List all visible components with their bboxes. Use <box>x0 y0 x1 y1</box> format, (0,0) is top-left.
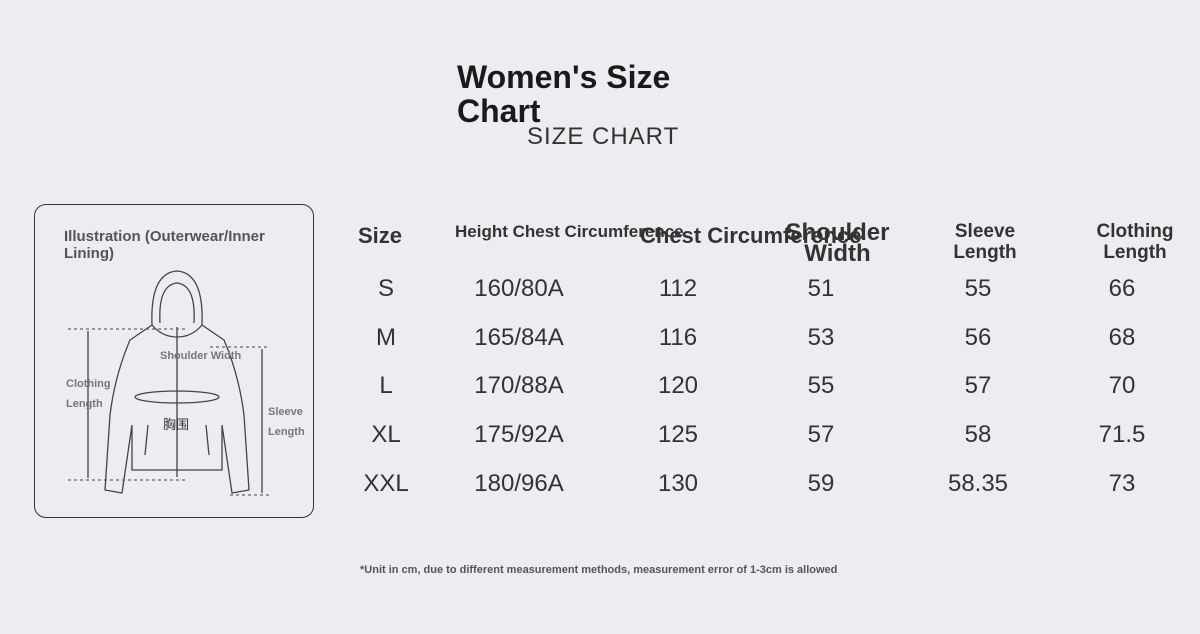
title: Women's Size Chart <box>457 59 671 129</box>
column-header: Height Chest Circumference <box>455 222 684 241</box>
table-cell: 125 <box>657 421 699 448</box>
table-cell: L <box>379 372 393 399</box>
table-cell: 55 <box>964 275 992 302</box>
table-cell: 57 <box>964 372 992 399</box>
table-cell: 51 <box>807 275 835 302</box>
table-cell: 66 <box>1108 275 1136 302</box>
table-cell: 73 <box>1108 470 1136 497</box>
table-cell: 53 <box>807 324 835 351</box>
table-cell: M <box>376 324 396 351</box>
chest-label: 胸围 <box>163 417 190 432</box>
table-cell: 175/92A <box>474 421 564 448</box>
illustration-box <box>34 204 314 518</box>
column-header: Shoulder Width <box>785 219 890 267</box>
table-cell: XL <box>371 421 401 448</box>
table-cell: 180/96A <box>474 470 564 497</box>
table-cell: 116 <box>658 324 698 351</box>
table-cell: 165/84A <box>474 324 564 351</box>
table-cell: 58 <box>964 421 992 448</box>
sleeve-label: Sleeve Length <box>268 406 305 438</box>
table-cell: 57 <box>807 421 835 448</box>
table-cell: S <box>377 275 394 302</box>
table-cell: 59 <box>807 470 835 497</box>
table-cell: 71.5 <box>1098 421 1146 448</box>
subtitle: SIZE CHART <box>527 123 680 150</box>
table-cell: 130 <box>657 470 699 497</box>
table-cell: 55 <box>807 372 835 399</box>
table-cell: 58.35 <box>947 470 1009 497</box>
table-cell: 68 <box>1108 324 1136 351</box>
table-cell: 170/88A <box>474 372 564 399</box>
length-label: Clothing Length <box>66 378 111 410</box>
footnote: *Unit in cm, due to different measuremen… <box>360 564 838 576</box>
jacket-drawing <box>68 270 270 496</box>
table-cell: 70 <box>1108 372 1136 399</box>
illustration-title: Illustration (Outerwear/Inner Lining) <box>64 228 265 262</box>
table-cell: 112 <box>658 275 698 302</box>
column-header: Size <box>357 223 403 248</box>
table-cell: 160/80A <box>474 275 564 302</box>
column-header: Chest Circumference <box>640 223 862 248</box>
column-header: Sleeve Length <box>953 221 1017 263</box>
table-cell: 120 <box>657 372 699 399</box>
table-cell: 56 <box>964 324 992 351</box>
column-header: Clothing Length <box>1096 221 1174 263</box>
shoulder-label: Shoulder Width <box>160 350 242 362</box>
table-cell: XXL <box>363 470 409 497</box>
